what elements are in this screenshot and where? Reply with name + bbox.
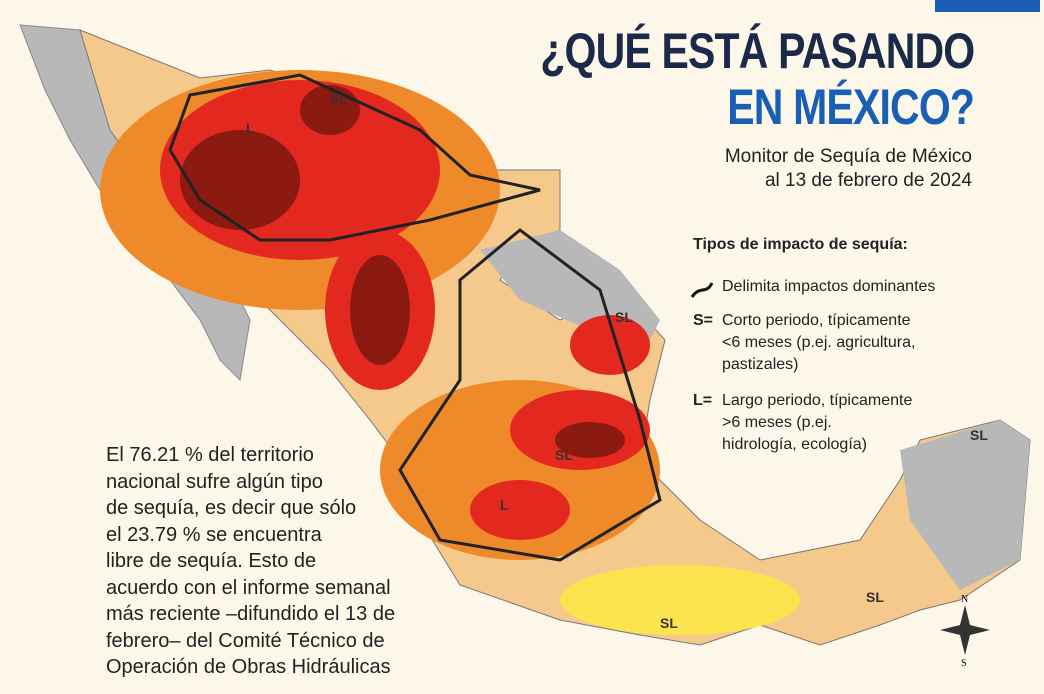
article-line: acuerdo con el informe semanal — [106, 577, 391, 600]
map-label: SL — [555, 447, 573, 463]
drought-area — [180, 130, 300, 230]
article-line: El 76.21 % del territorio — [106, 444, 314, 467]
map-label: SL — [970, 427, 988, 443]
map-label: SL — [330, 91, 348, 107]
legend-line-icon — [692, 283, 712, 297]
article-line: de sequía, es decir que sólo — [106, 497, 356, 520]
map-label: SL — [660, 615, 678, 631]
drought-area — [470, 480, 570, 540]
tag — [935, 0, 1040, 12]
legend-symbol: S= — [693, 310, 713, 332]
legend-text: >6 meses (p.ej. — [722, 412, 832, 434]
article-line: el 23.79 % se encuentra — [106, 524, 322, 547]
map-label: L — [500, 497, 509, 513]
map-label: SL — [866, 589, 884, 605]
legend-text: <6 meses (p.ej. agricultura, — [722, 332, 915, 354]
drought-area — [350, 255, 410, 365]
legend-text: Delimita impactos dominantes — [722, 276, 935, 298]
subtitle: al 13 de febrero de 2024 — [765, 170, 972, 192]
compass-n: N — [961, 594, 968, 605]
article-line: más reciente –difundido el 13 de — [106, 603, 395, 626]
legend-title: Tipos de impacto de sequía: — [693, 234, 908, 256]
legend-text: pastizales) — [722, 354, 798, 376]
drought-area — [560, 565, 800, 635]
title: EN MÉXICO? — [727, 78, 974, 136]
article-line: nacional sufre algún tipo — [106, 471, 323, 494]
legend-text: Largo periodo, típicamente — [722, 390, 912, 412]
article-line: libre de sequía. Esto de — [106, 550, 316, 573]
article-line: Operación de Obras Hidráulicas — [106, 656, 391, 679]
map-label: SL — [615, 309, 633, 325]
compass — [940, 605, 990, 655]
legend-text: Corto periodo, típicamente — [722, 310, 911, 332]
legend-symbol: L= — [693, 390, 712, 412]
article-line: febrero– del Comité Técnico de — [106, 630, 385, 653]
title: ¿QUÉ ESTÁ PASANDO — [540, 22, 974, 80]
map-label: L — [246, 120, 255, 136]
compass-s: S — [961, 658, 967, 669]
page: SL L SL SL L SL SL SL N S ¿QUÉ ESTÁ PASA… — [0, 0, 1044, 694]
subtitle: Monitor de Sequía de México — [725, 146, 972, 168]
legend-text: hidrología, ecología) — [722, 434, 867, 456]
